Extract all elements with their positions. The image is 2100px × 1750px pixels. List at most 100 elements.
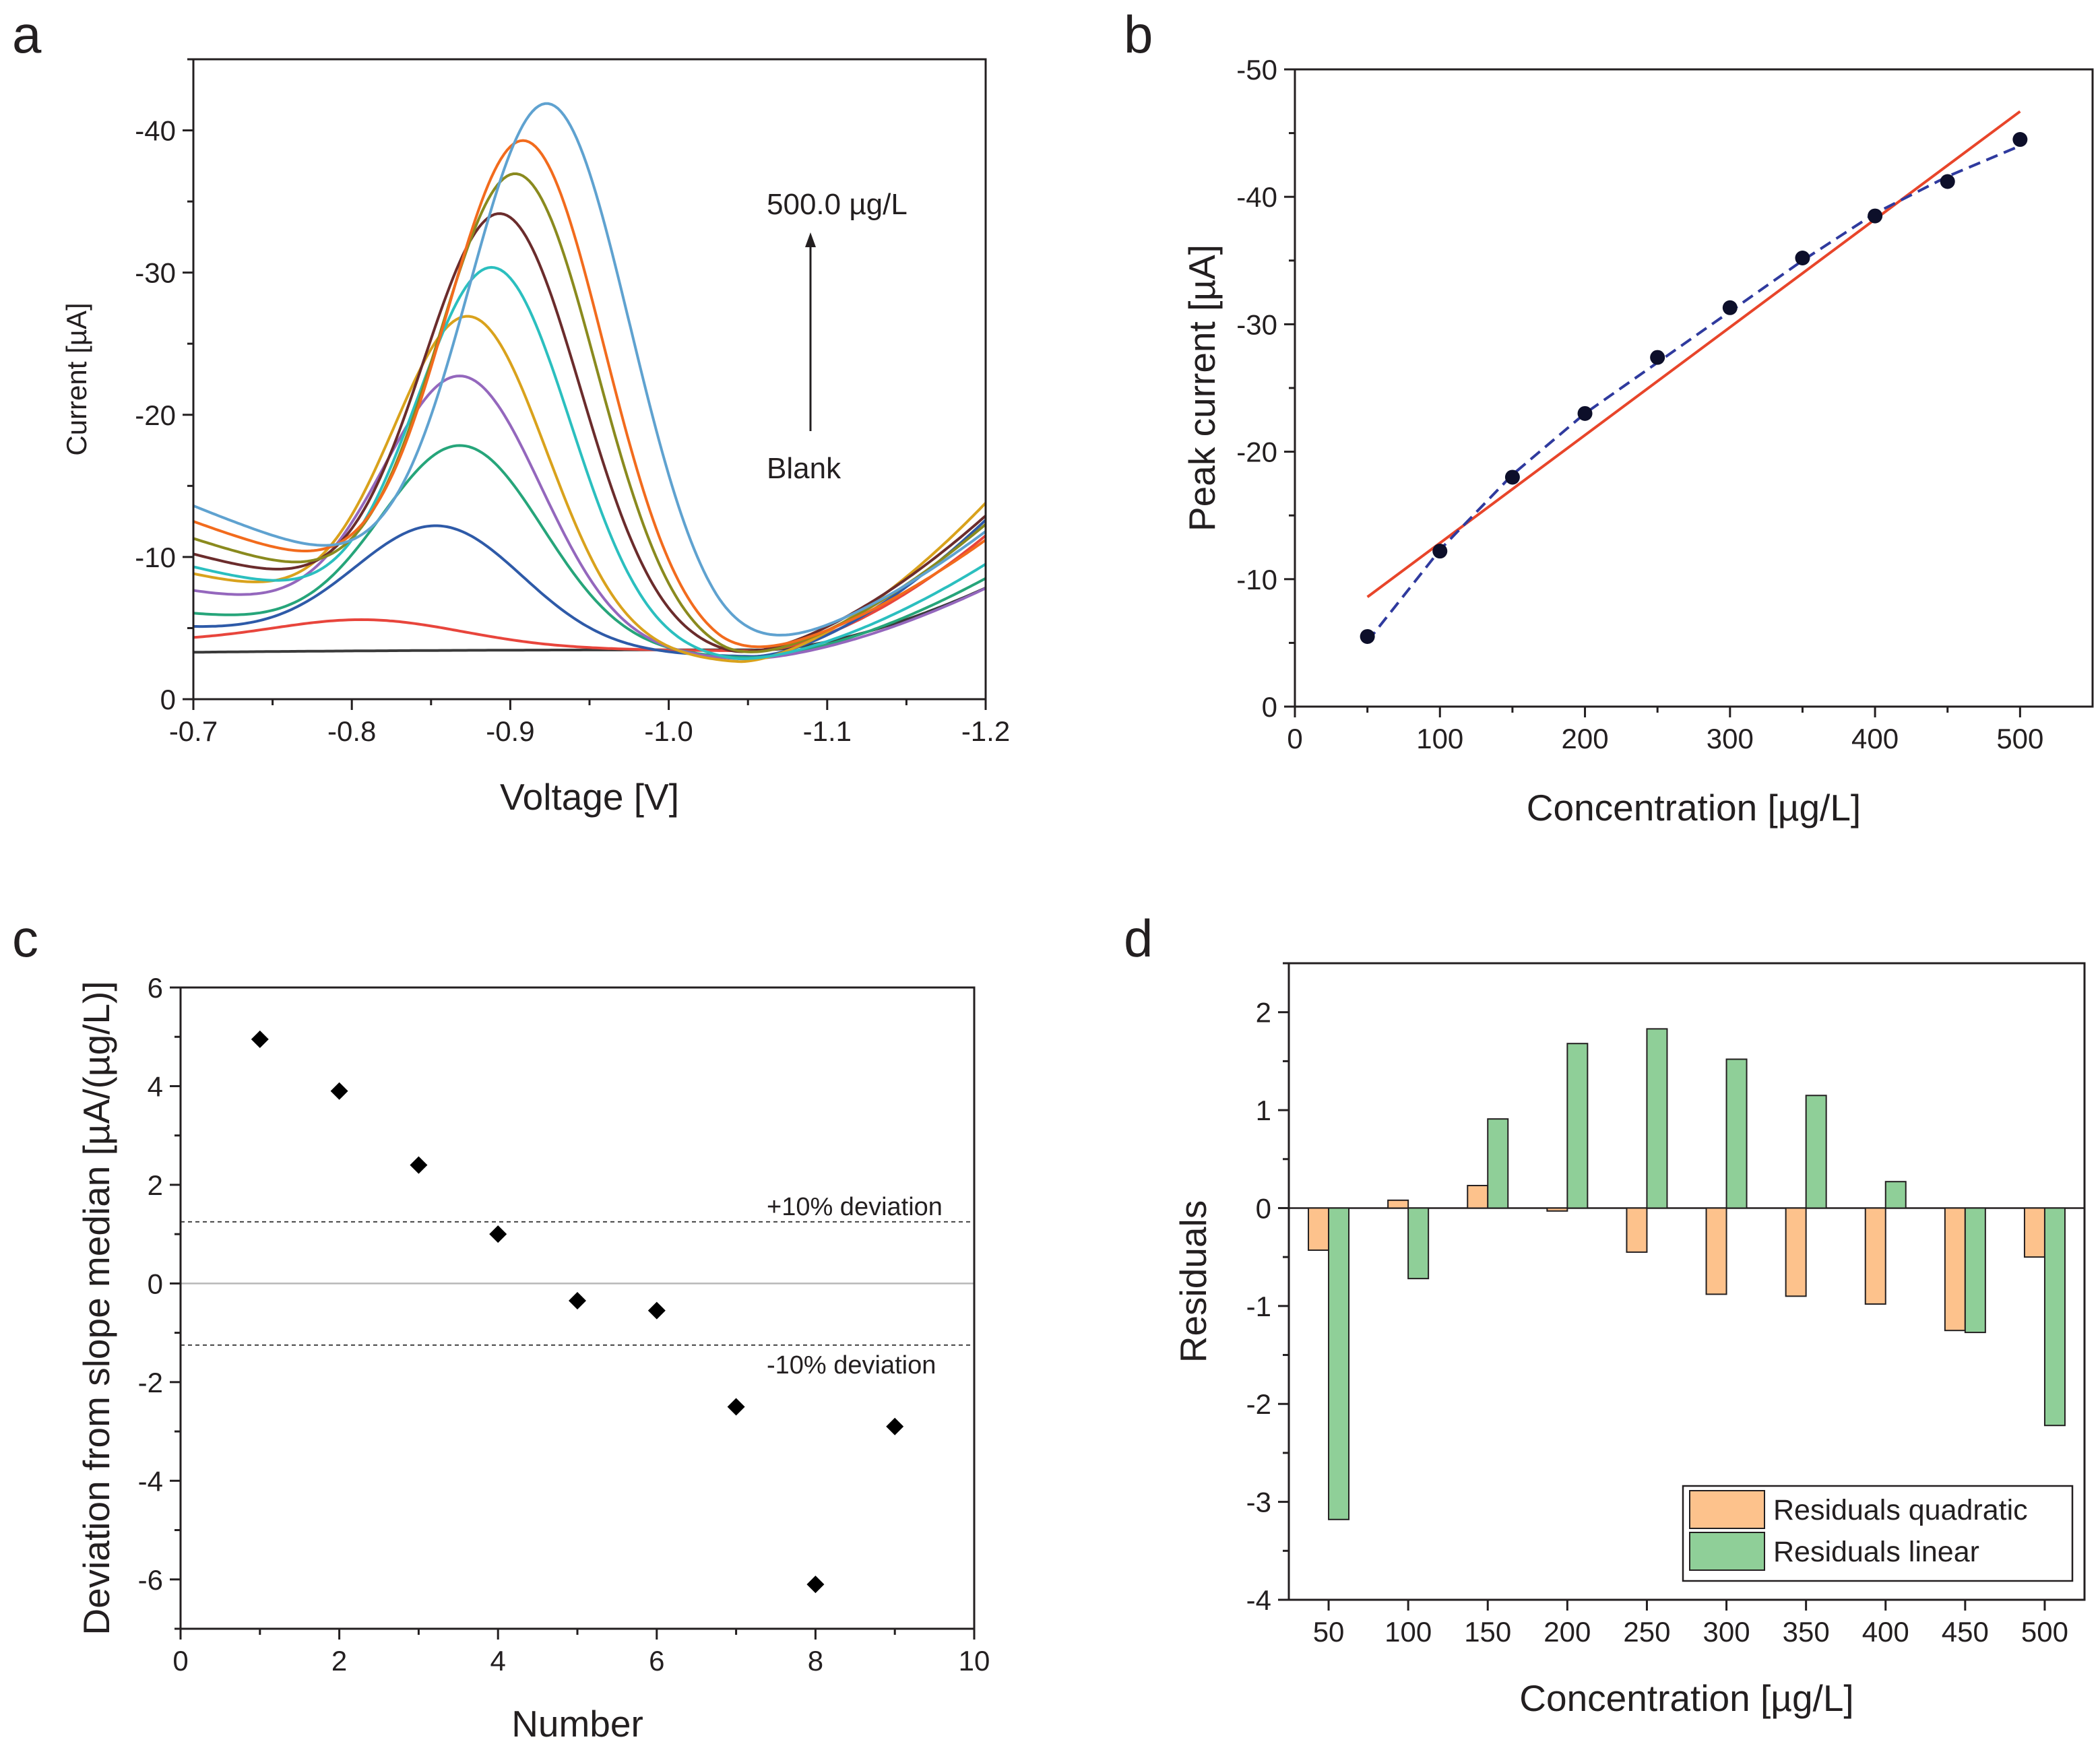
peak-current-ytick-label: -10 bbox=[1236, 564, 1277, 595]
residual-ytick-label: -2 bbox=[1246, 1388, 1271, 1420]
bar-linear bbox=[1328, 1207, 1350, 1520]
panel-letter-b: b bbox=[1124, 5, 1153, 64]
number-xtick-label: 0 bbox=[172, 1645, 188, 1677]
annotation-bottom: Blank bbox=[767, 452, 841, 485]
data-point bbox=[1577, 406, 1593, 421]
x-axis-label: Voltage [V] bbox=[500, 776, 679, 818]
series-line-3 bbox=[193, 444, 986, 659]
voltage-xtick-label: -0.8 bbox=[327, 715, 376, 747]
quadratic-fit-line bbox=[1366, 144, 2021, 643]
concentration-xtick-label: 450 bbox=[1942, 1616, 1989, 1648]
current-ytick-label: 0 bbox=[160, 684, 176, 715]
peak-current-ytick-label: -30 bbox=[1236, 309, 1277, 340]
concentration-xtick-label: 150 bbox=[1464, 1616, 1511, 1648]
bar-linear bbox=[2043, 1207, 2066, 1427]
voltage-xtick-label: -0.7 bbox=[169, 715, 218, 747]
data-point bbox=[1650, 350, 1665, 365]
deviation-ytick-label: 4 bbox=[148, 1070, 163, 1102]
peak-current-ytick-label: -50 bbox=[1236, 54, 1277, 86]
concentration-xtick-label: 50 bbox=[1313, 1616, 1345, 1648]
deviation-ytick-label: 6 bbox=[148, 972, 163, 1004]
number-xtick-label: 2 bbox=[331, 1645, 347, 1677]
legend-label: Residuals quadratic bbox=[1773, 1494, 2028, 1526]
panel-letter-c: c bbox=[12, 909, 38, 968]
current-ytick-label: -40 bbox=[135, 115, 176, 147]
data-point bbox=[2012, 132, 2028, 148]
linear-fit-line bbox=[1366, 110, 2021, 598]
bar-quadratic bbox=[1785, 1207, 1807, 1297]
number-xtick-label: 6 bbox=[649, 1645, 664, 1677]
bar-linear bbox=[1964, 1207, 1986, 1334]
bar-linear bbox=[1725, 1058, 1748, 1209]
series-line-8 bbox=[193, 172, 986, 653]
slope-deviation-chart: 0 2 4 6 8 10 -6 -4 -2 0 2 4 6 +10% deviation -10% devi… bbox=[75, 972, 990, 1745]
legend-swatch bbox=[1689, 1490, 1765, 1529]
concentration-xtick-label: 400 bbox=[1862, 1616, 1909, 1648]
bar-quadratic bbox=[1705, 1207, 1727, 1295]
concentration-xtick-label: 400 bbox=[1851, 723, 1899, 754]
series-line-6 bbox=[193, 265, 986, 660]
bar-linear bbox=[1884, 1181, 1907, 1209]
residual-ytick-label: -4 bbox=[1246, 1584, 1271, 1616]
deviation-ytick-label: -4 bbox=[138, 1465, 163, 1497]
current-ytick-label: -30 bbox=[135, 257, 176, 289]
number-xtick-label: 10 bbox=[959, 1645, 990, 1677]
number-xtick-label: 8 bbox=[808, 1645, 823, 1677]
concentration-xtick-label: 250 bbox=[1623, 1616, 1670, 1648]
deviation-ytick-label: -6 bbox=[138, 1564, 163, 1596]
bar-quadratic bbox=[1864, 1207, 1886, 1305]
number-xtick-label: 4 bbox=[490, 1645, 506, 1677]
peak-current-ytick-label: -40 bbox=[1236, 181, 1277, 213]
x-axis-label: Concentration [µg/L] bbox=[1527, 787, 1861, 829]
voltammogram-chart: -0.7 -0.8 -0.9 -1.0 -1.1 -1.2 0 -10 -20 -30 -40 500… bbox=[61, 58, 1010, 818]
reference-line-label: -10% deviation bbox=[767, 1351, 936, 1380]
residual-ytick-label: -1 bbox=[1246, 1291, 1271, 1322]
panel-c-frame bbox=[179, 986, 976, 1630]
data-point bbox=[647, 1301, 666, 1320]
reference-line-label: +10% deviation bbox=[767, 1193, 943, 1221]
bar-linear bbox=[1646, 1028, 1668, 1209]
current-ytick-label: -20 bbox=[135, 399, 176, 431]
panel-d-frame bbox=[1287, 962, 2086, 1601]
data-point bbox=[1722, 300, 1738, 315]
peak-current-ytick-label: -20 bbox=[1236, 436, 1277, 468]
data-point bbox=[569, 1292, 586, 1310]
data-point bbox=[410, 1156, 428, 1174]
data-point bbox=[1940, 174, 1955, 189]
y-axis-label: Current [µA] bbox=[61, 302, 92, 455]
y-axis-label: Peak current [µA] bbox=[1181, 245, 1223, 531]
calibration-chart: 0 100 200 300 400 500 0 -10 -20 -30 -40 -50 Concentr… bbox=[1181, 54, 2094, 829]
concentration-xtick-label: 350 bbox=[1783, 1616, 1830, 1648]
y-axis-label: Deviation from slope median [µA/(µg/L)] bbox=[75, 981, 117, 1635]
residual-ytick-label: 0 bbox=[1256, 1192, 1271, 1224]
bar-linear bbox=[1487, 1118, 1509, 1209]
panel-a-frame bbox=[192, 58, 987, 701]
data-point bbox=[1504, 469, 1520, 485]
deviation-ytick-label: -2 bbox=[138, 1367, 163, 1398]
series-line-9 bbox=[193, 139, 986, 649]
voltage-xtick-label: -1.1 bbox=[803, 715, 852, 747]
panel-letter-a: a bbox=[12, 5, 42, 64]
residual-ytick-label: 1 bbox=[1256, 1095, 1271, 1126]
voltage-xtick-label: -1.2 bbox=[961, 715, 1010, 747]
concentration-xtick-label: 200 bbox=[1562, 723, 1609, 754]
data-point bbox=[1795, 251, 1810, 266]
bar-linear bbox=[1566, 1043, 1589, 1209]
concentration-xtick-label: 300 bbox=[1703, 1616, 1750, 1648]
annotation-arrowhead bbox=[805, 232, 816, 247]
voltage-xtick-label: -1.0 bbox=[644, 715, 693, 747]
y-axis-label: Residuals bbox=[1172, 1200, 1214, 1363]
bar-quadratic bbox=[1626, 1207, 1648, 1253]
legend-label: Residuals linear bbox=[1773, 1536, 1979, 1568]
bar-quadratic bbox=[1546, 1207, 1568, 1212]
concentration-xtick-label: 300 bbox=[1707, 723, 1754, 754]
bar-quadratic bbox=[1308, 1207, 1330, 1251]
data-point bbox=[1360, 628, 1375, 644]
bar-linear bbox=[1805, 1095, 1827, 1209]
deviation-ytick-label: 2 bbox=[148, 1169, 163, 1201]
legend-swatch bbox=[1689, 1532, 1765, 1571]
deviation-ytick-label: 0 bbox=[148, 1268, 163, 1299]
concentration-xtick-label: 100 bbox=[1385, 1616, 1432, 1648]
data-point bbox=[886, 1417, 904, 1435]
